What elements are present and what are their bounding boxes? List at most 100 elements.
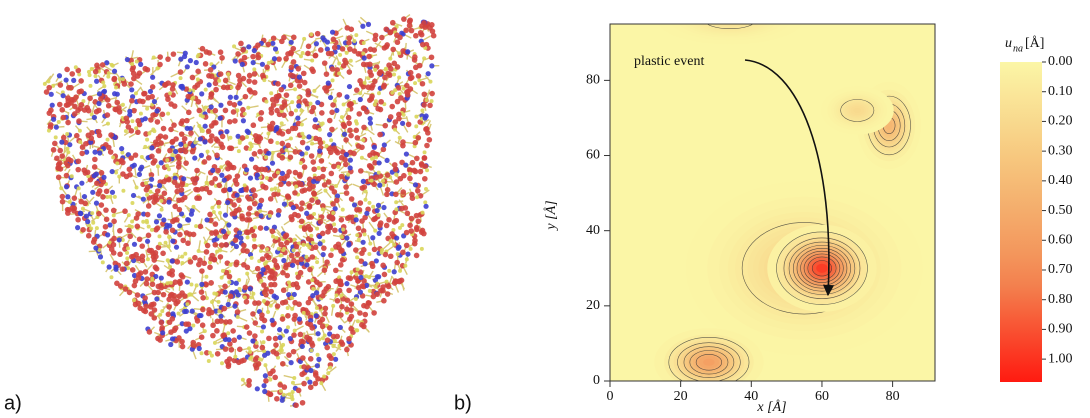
atom <box>167 147 173 154</box>
peak-fill <box>722 18 737 23</box>
atom <box>323 188 328 193</box>
atom <box>378 98 384 105</box>
atom <box>224 128 230 135</box>
atom <box>142 295 148 301</box>
contour-line <box>689 350 729 375</box>
atom <box>183 328 189 334</box>
atom <box>338 262 344 268</box>
atom <box>137 98 143 104</box>
atom <box>120 102 125 107</box>
atom <box>261 340 266 345</box>
atom <box>211 120 217 126</box>
atom <box>244 167 250 173</box>
atom <box>147 131 152 136</box>
atom <box>225 363 232 370</box>
atom <box>181 135 188 142</box>
atom <box>65 194 71 200</box>
atom <box>203 49 210 55</box>
atom <box>112 194 117 199</box>
atom <box>319 230 326 237</box>
atom <box>314 290 320 296</box>
atom <box>285 142 291 149</box>
atom <box>122 286 129 292</box>
atom <box>79 180 85 186</box>
atom <box>270 150 275 155</box>
atom <box>223 269 230 276</box>
atom <box>340 62 347 69</box>
atom <box>381 297 387 304</box>
atom <box>81 193 88 200</box>
atom <box>219 275 224 280</box>
atom <box>135 300 142 307</box>
atom <box>248 349 253 354</box>
atom <box>339 247 345 254</box>
atom <box>368 72 375 78</box>
atom <box>59 153 66 159</box>
atom <box>343 184 349 190</box>
atom <box>46 84 53 91</box>
atom <box>356 237 361 242</box>
atom <box>151 127 156 132</box>
atom <box>60 93 66 99</box>
atom <box>227 341 233 347</box>
atom <box>351 202 358 208</box>
atom <box>177 147 184 154</box>
atom <box>146 247 153 254</box>
atom <box>257 116 264 122</box>
atom <box>92 149 98 155</box>
atom <box>415 73 422 79</box>
atom <box>365 206 371 213</box>
atom <box>278 253 283 258</box>
atom <box>348 301 355 307</box>
atom <box>78 78 84 84</box>
atom <box>419 41 426 48</box>
atom <box>204 296 209 301</box>
atom <box>210 322 216 329</box>
atom <box>65 146 70 151</box>
atom <box>301 310 306 315</box>
atom <box>90 211 95 216</box>
atom <box>394 32 400 38</box>
x-tick-label: 20 <box>674 389 688 404</box>
atom <box>130 61 135 66</box>
atom <box>168 264 173 269</box>
atom <box>380 84 387 90</box>
atom <box>296 99 302 105</box>
atom <box>306 176 313 183</box>
atom <box>93 200 100 206</box>
atom <box>124 56 130 63</box>
atom <box>210 299 215 304</box>
atom <box>312 212 317 217</box>
atom <box>361 55 367 61</box>
atom <box>144 218 149 223</box>
field <box>654 18 923 381</box>
atom <box>281 99 288 105</box>
contour-line <box>811 260 832 277</box>
atom <box>301 226 308 233</box>
atom <box>51 116 57 122</box>
atom <box>235 133 241 139</box>
atom <box>357 289 363 295</box>
atom <box>69 71 76 77</box>
atom <box>72 103 78 110</box>
atom <box>222 283 228 290</box>
atom <box>259 256 266 262</box>
atom <box>297 269 304 276</box>
atom <box>346 172 351 177</box>
atom <box>358 258 365 264</box>
atom <box>420 108 425 113</box>
atom <box>220 361 225 366</box>
atom <box>315 226 320 231</box>
atom <box>338 217 345 223</box>
atom <box>281 257 287 264</box>
atom <box>400 189 407 195</box>
atom <box>298 256 305 263</box>
atom <box>250 338 256 344</box>
atom <box>191 323 196 328</box>
atom <box>349 270 354 275</box>
atom <box>400 120 406 126</box>
atom <box>290 100 295 105</box>
atom <box>332 222 337 227</box>
atom <box>258 248 263 253</box>
atom <box>264 99 269 104</box>
